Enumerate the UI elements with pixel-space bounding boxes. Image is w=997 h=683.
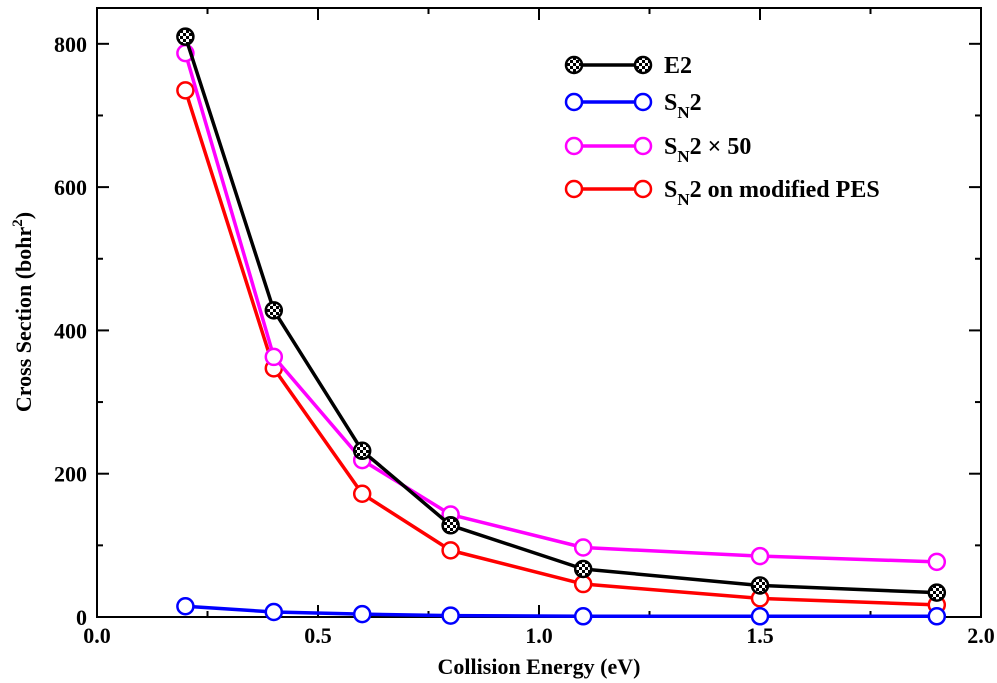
data-point (573, 574, 593, 594)
legend-label: SN2 on modified PES (664, 177, 880, 209)
legend-marker (633, 92, 653, 112)
data-point (573, 607, 593, 626)
x-tick-label: 0.5 (304, 623, 332, 648)
data-point (441, 606, 460, 625)
y-tick-label: 400 (54, 318, 87, 343)
legend-label-subscript: N (677, 190, 690, 209)
y-tick-label: 200 (54, 462, 87, 487)
legend-marker (564, 179, 584, 199)
data-point (176, 81, 195, 100)
series-line (183, 36, 937, 595)
series-sn2-on-modified-pes (176, 81, 947, 615)
legend-label-main: S (664, 177, 677, 203)
y-axis-label: Cross Section (bohr2) (10, 212, 36, 412)
data-point (573, 559, 593, 579)
data-point (352, 484, 372, 504)
data-point (176, 27, 195, 46)
x-tick-label: 2.0 (967, 623, 995, 648)
data-point (573, 538, 593, 557)
data-point (927, 583, 947, 602)
x-tick-label: 1.5 (746, 623, 774, 648)
legend-label: SN2 (664, 90, 702, 122)
data-point (441, 516, 460, 535)
series-line (185, 604, 937, 619)
data-point (176, 597, 195, 616)
legend-label-main: S (664, 90, 677, 116)
series-e2 (176, 27, 947, 602)
y-tick-label: 600 (54, 175, 87, 200)
data-point (264, 602, 284, 622)
x-axis-label: Collision Energy (eV) (438, 654, 641, 679)
legend-label-subscript: N (677, 103, 690, 122)
y-axis-ticks: 0 200 400 600 800 (54, 32, 981, 630)
y-axis-label-close: ) (11, 212, 36, 219)
legend-marker (564, 136, 584, 156)
data-point (264, 347, 284, 367)
legend-marker (564, 55, 584, 75)
y-axis-label-sup: 2 (10, 219, 26, 227)
legend-label: E2 (664, 53, 692, 79)
legend-label: SN2 × 50 (664, 134, 751, 166)
legend-entry: SN2 (564, 90, 702, 122)
data-point (264, 301, 284, 320)
data-point (441, 541, 460, 560)
data-point (352, 604, 372, 624)
plot-frame (96, 7, 982, 618)
legend-entry: SN2 × 50 (564, 134, 751, 166)
legend-label-main: E2 (664, 53, 692, 79)
data-point (927, 552, 947, 572)
legend-marker (633, 179, 653, 199)
y-tick-label: 800 (54, 32, 87, 57)
x-tick-label: 1.0 (525, 623, 553, 648)
x-axis-ticks: 0.0 0.5 1.0 1.5 2.0 (83, 8, 995, 648)
legend-entry: SN2 on modified PES (564, 177, 880, 209)
data-point (750, 607, 770, 626)
x-tick-label: 0.0 (83, 623, 111, 648)
y-axis-label-base: Cross Section (bohr (11, 226, 36, 412)
legend-label-rest: 2 on modified PES (690, 177, 880, 203)
data-point (750, 576, 770, 595)
series-sn2-50 (176, 43, 947, 572)
data-point (750, 546, 770, 566)
legend-label-rest: 2 (690, 90, 702, 116)
series-line (183, 52, 937, 564)
legend-marker (633, 136, 653, 156)
y-tick-label: 0 (76, 605, 87, 630)
series-layer (176, 27, 947, 626)
series-sn2 (176, 597, 947, 626)
data-point (352, 441, 372, 461)
legend-label-subscript: N (677, 147, 690, 166)
legend-marker (564, 92, 584, 112)
legend-marker (633, 55, 653, 75)
legend-label-rest: 2 × 50 (690, 134, 752, 160)
data-point (927, 607, 947, 626)
legend-label-main: S (664, 134, 677, 160)
legend-entry: E2 (564, 53, 692, 79)
